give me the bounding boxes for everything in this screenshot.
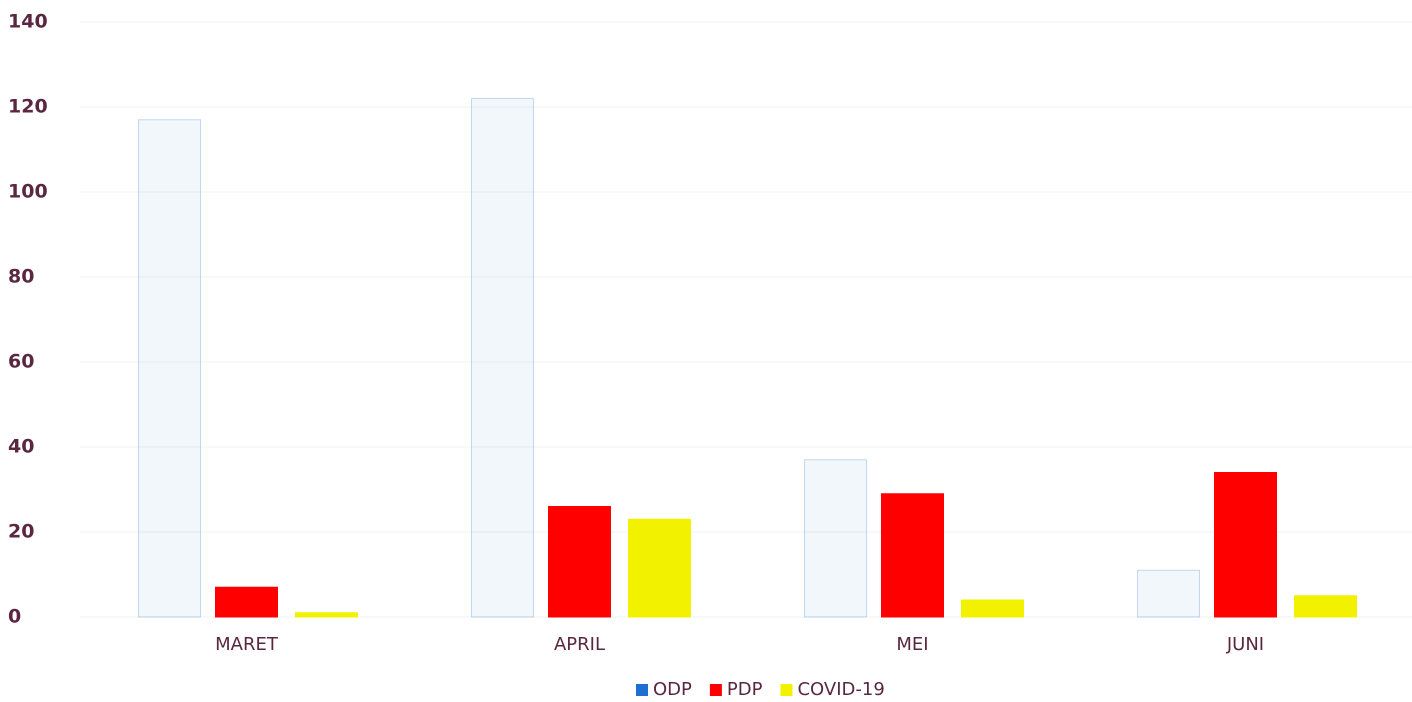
- legend-label: PDP: [727, 679, 763, 700]
- bar: [1214, 472, 1277, 618]
- legend-swatch: [636, 684, 648, 696]
- legend-swatch: [780, 684, 793, 696]
- y-tick-label: 80: [8, 266, 34, 288]
- x-tick-label: JUNI: [1226, 634, 1264, 655]
- y-tick-label: 140: [8, 11, 48, 33]
- bar: [628, 518, 691, 618]
- legend-swatch: [709, 684, 722, 696]
- y-tick-label: 20: [8, 521, 34, 543]
- bar: [215, 586, 278, 618]
- bar: [1294, 595, 1357, 618]
- legend-label: ODP: [653, 679, 692, 700]
- y-tick-label: 60: [8, 351, 34, 373]
- y-tick-label: 0: [8, 606, 21, 628]
- bar: [295, 612, 358, 618]
- bar: [804, 459, 867, 618]
- y-tick-label: 40: [8, 436, 34, 458]
- bar: [548, 506, 611, 618]
- bar: [881, 493, 944, 618]
- bar: [1137, 569, 1200, 618]
- x-tick-label: MEI: [896, 634, 928, 655]
- x-tick-label: MARET: [215, 634, 279, 655]
- legend-label: COVID-19: [797, 679, 884, 700]
- bar: [138, 119, 201, 618]
- y-tick-label: 100: [8, 181, 48, 203]
- bar: [961, 599, 1024, 618]
- bar: [471, 98, 534, 618]
- y-tick-label: 120: [8, 96, 48, 118]
- x-tick-label: APRIL: [554, 634, 605, 655]
